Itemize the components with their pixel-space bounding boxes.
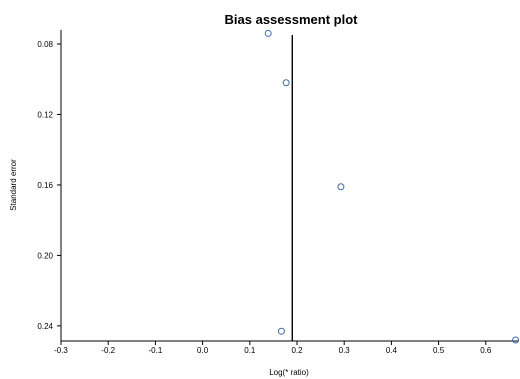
y-tick-label: 0.20: [37, 251, 53, 260]
data-point: [277, 327, 285, 335]
x-tick-label: -0.2: [101, 346, 115, 355]
y-tick-label: 0.08: [37, 40, 53, 49]
data-point: [282, 79, 290, 87]
y-tick-label: 0.16: [37, 181, 53, 190]
data-point: [337, 183, 345, 191]
x-tick-label: 0.0: [197, 346, 209, 355]
y-axis: 0.08 0.12 0.16 0.20 0.24: [37, 30, 62, 341]
data-points: [264, 29, 520, 344]
x-tick-label: 0.2: [291, 346, 303, 355]
y-tick-label: 0.12: [37, 110, 53, 119]
x-tick-label: -0.1: [149, 346, 163, 355]
x-tick-label: 0.1: [244, 346, 256, 355]
chart-title: Bias assessment plot: [225, 12, 359, 27]
x-axis: -0.3 -0.2 -0.1 0.0 0.1 0.2 0.3 0.4 0.5 0.6: [54, 340, 518, 355]
x-tick-label: -0.3: [54, 346, 68, 355]
x-tick-label: 0.3: [339, 346, 351, 355]
y-tick-label: 0.24: [37, 322, 53, 331]
data-point: [512, 336, 520, 344]
x-axis-label: Log(* ratio): [269, 368, 309, 377]
y-axis-label: Standard error: [9, 159, 18, 211]
data-point: [264, 29, 272, 37]
x-tick-label: 0.4: [386, 346, 398, 355]
x-tick-label: 0.6: [480, 346, 492, 355]
x-tick-label: 0.5: [433, 346, 445, 355]
